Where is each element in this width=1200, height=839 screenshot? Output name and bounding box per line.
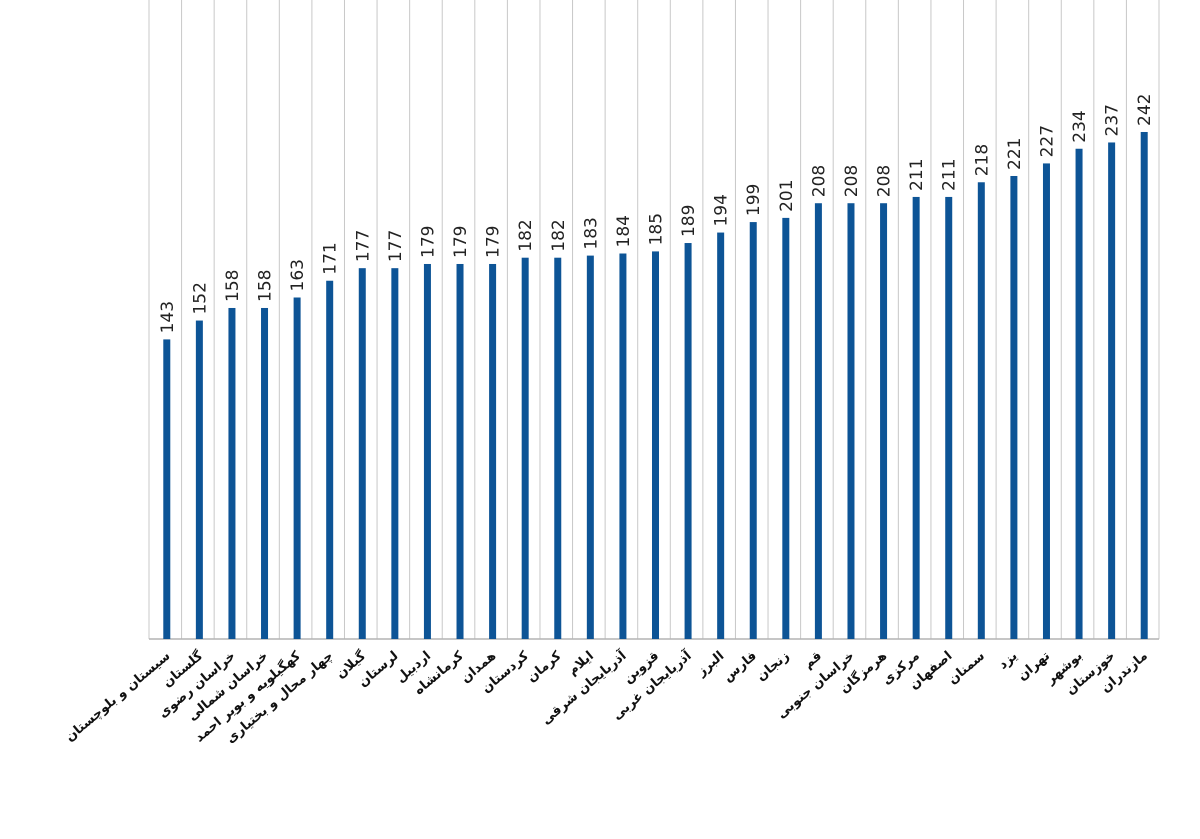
- data-label: 208: [842, 165, 862, 197]
- bar: [228, 307, 236, 639]
- bar: [293, 297, 301, 639]
- bar: [749, 222, 757, 639]
- data-label: 199: [744, 184, 764, 216]
- data-label: 143: [158, 301, 178, 333]
- data-label: 194: [712, 194, 732, 226]
- bar: [163, 339, 171, 639]
- data-label: 189: [679, 205, 699, 237]
- bar: [945, 196, 953, 639]
- bars: [163, 131, 1148, 640]
- data-label: 185: [647, 213, 667, 245]
- data-label: 218: [972, 144, 992, 176]
- tick-label: سمنان: [945, 649, 987, 688]
- bar: [1075, 148, 1083, 639]
- data-label: 163: [288, 259, 308, 291]
- data-label: 158: [256, 270, 276, 302]
- data-label: 177: [386, 230, 406, 262]
- bar: [1140, 131, 1148, 640]
- data-label: 182: [549, 219, 569, 251]
- bar: [1010, 175, 1018, 640]
- data-label: 208: [875, 165, 895, 197]
- tick-label: یزد: [996, 649, 1021, 673]
- bar: [652, 251, 659, 639]
- bar: [1108, 142, 1116, 639]
- tick-label: زنجان: [754, 649, 793, 685]
- bar: [684, 243, 692, 639]
- data-label: 177: [353, 230, 373, 262]
- gridlines: [148, 0, 1160, 640]
- data-label: 152: [190, 282, 210, 314]
- data-label: 237: [1103, 104, 1123, 136]
- bar: [326, 280, 334, 639]
- bar: [391, 268, 399, 639]
- data-label: 208: [809, 165, 829, 197]
- bar: [619, 253, 627, 639]
- data-label: 158: [223, 270, 243, 302]
- bar: [554, 257, 562, 639]
- data-label: 183: [581, 217, 601, 249]
- bar: [814, 203, 822, 639]
- bar: [195, 320, 203, 639]
- bar: [912, 196, 920, 639]
- tick-label: قم: [801, 649, 825, 673]
- data-label: 221: [1005, 138, 1025, 170]
- data-label: 179: [418, 226, 438, 258]
- bar: [489, 263, 497, 639]
- value-labels: 143 152 158 158 163 171 177 177 179 179 179 182 182 1…: [158, 94, 1155, 334]
- data-label: 184: [614, 215, 634, 247]
- data-label: 182: [516, 219, 536, 251]
- bar: [261, 307, 269, 639]
- bar: [423, 263, 431, 639]
- data-label: 234: [1070, 110, 1090, 142]
- tick-label: کرمان: [524, 648, 564, 685]
- bar: [358, 268, 366, 639]
- data-label: 171: [321, 242, 341, 274]
- bar: [977, 182, 985, 639]
- bar: [717, 232, 725, 640]
- data-label: 227: [1037, 125, 1057, 157]
- data-label: 242: [1135, 94, 1155, 126]
- bar: [880, 203, 888, 639]
- bar: [782, 217, 790, 639]
- data-label: 179: [451, 226, 471, 258]
- bar: [456, 263, 464, 639]
- bar: [847, 203, 855, 639]
- data-label: 211: [940, 158, 960, 190]
- bar: [586, 255, 594, 639]
- data-label: 179: [484, 226, 504, 258]
- bar: [1042, 163, 1050, 640]
- tick-label: سیستان و بلوچستان: [63, 649, 174, 745]
- data-label: 211: [907, 158, 927, 190]
- tick-label: فارس: [720, 649, 759, 685]
- data-label: 201: [777, 179, 797, 211]
- bar: [521, 257, 529, 639]
